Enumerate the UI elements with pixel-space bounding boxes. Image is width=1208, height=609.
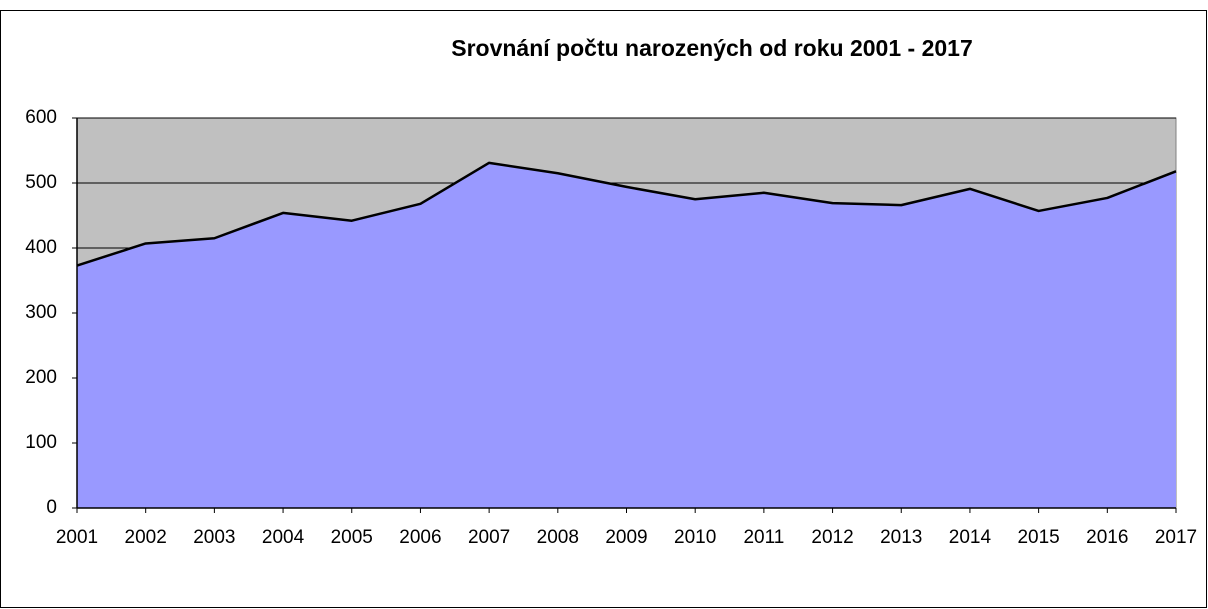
x-tick-label: 2010 [674, 527, 716, 548]
x-tick-label: 2006 [399, 527, 441, 548]
y-tick-label: 500 [25, 172, 57, 193]
x-tick-label: 2003 [193, 527, 235, 548]
x-tick-label: 2017 [1155, 527, 1197, 548]
x-tick-label: 2009 [605, 527, 647, 548]
x-tick-label: 2005 [331, 527, 373, 548]
y-tick-label: 600 [25, 107, 57, 128]
y-tick-label: 400 [25, 237, 57, 258]
line [76, 161, 1177, 267]
x-tick-label: 2012 [811, 527, 853, 548]
x-tick-label: 2002 [125, 527, 167, 548]
y-tick-label: 200 [25, 367, 57, 388]
x-tick-label: 2004 [262, 527, 305, 548]
x-tick-label: 2007 [468, 527, 510, 548]
x-tick-label: 2011 [743, 527, 784, 548]
x-tick-label: 2014 [949, 527, 992, 548]
x-tick-label: 2001 [56, 527, 98, 548]
x-tick-label: 2013 [880, 527, 922, 548]
chart-title: Srovnání počtu narozených od roku 2001 -… [451, 35, 973, 61]
x-tick-label: 2008 [537, 527, 579, 548]
y-tick-label: 100 [25, 432, 57, 453]
area [77, 162, 1176, 508]
x-tick-label: 2015 [1017, 527, 1059, 548]
x-tick-label: 2016 [1086, 527, 1128, 548]
y-tick-label: 0 [46, 497, 57, 518]
y-tick-label: 300 [25, 302, 57, 323]
